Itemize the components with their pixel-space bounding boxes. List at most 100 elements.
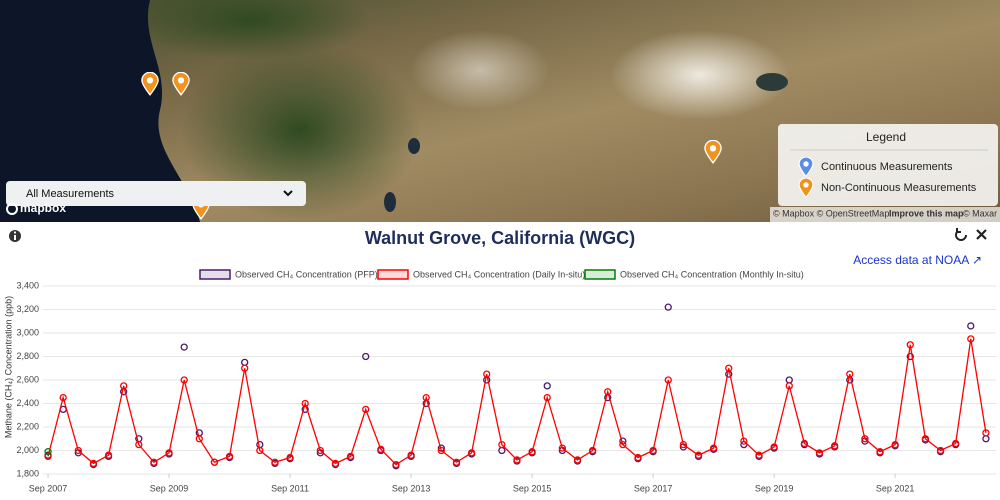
data-point bbox=[649, 446, 657, 455]
data-point bbox=[725, 364, 733, 372]
y-tick-label: 2,800 bbox=[16, 351, 39, 361]
data-point bbox=[362, 405, 370, 414]
dropdown-label: All Measurements bbox=[26, 188, 115, 200]
data-point bbox=[377, 445, 385, 453]
chart-title: Walnut Grove, California (WGC) bbox=[365, 228, 635, 248]
data-point bbox=[286, 453, 294, 462]
chart: Walnut Grove, California (WGC) Access da… bbox=[3, 228, 996, 493]
legend-box bbox=[778, 124, 998, 206]
data-point bbox=[180, 343, 188, 351]
data-point bbox=[967, 322, 975, 330]
lake bbox=[408, 138, 420, 154]
info-icon[interactable] bbox=[9, 230, 21, 242]
data-point bbox=[891, 440, 899, 449]
reset-button[interactable] bbox=[955, 228, 967, 241]
y-tick-label: 3,200 bbox=[16, 304, 39, 314]
attribution-bg bbox=[770, 207, 1000, 222]
legend-item: Continuous Measurements bbox=[821, 161, 953, 173]
legend-swatch bbox=[377, 269, 409, 280]
data-point bbox=[694, 451, 703, 459]
x-tick-label: Sep 2021 bbox=[876, 483, 915, 493]
attribution[interactable]: © Mapbox © OpenStreetMap bbox=[773, 208, 889, 218]
data-point bbox=[861, 435, 869, 443]
series bbox=[44, 448, 52, 456]
data-point bbox=[755, 451, 763, 459]
data-point bbox=[392, 460, 400, 469]
data-point bbox=[241, 358, 249, 367]
x-tick-label: Sep 2019 bbox=[755, 483, 794, 493]
data-point bbox=[135, 440, 143, 449]
data-point bbox=[452, 458, 461, 466]
series bbox=[44, 335, 990, 469]
data-point bbox=[830, 442, 839, 450]
data-point bbox=[271, 458, 279, 466]
data-point bbox=[664, 376, 672, 384]
data-point bbox=[573, 456, 582, 464]
data-point bbox=[876, 448, 884, 456]
data-point bbox=[588, 446, 597, 455]
y-tick-label: 3,000 bbox=[16, 327, 39, 337]
data-point bbox=[936, 446, 945, 455]
data-point bbox=[498, 440, 506, 449]
data-point bbox=[906, 352, 914, 361]
legend-swatch bbox=[584, 269, 616, 280]
data-point bbox=[104, 451, 113, 459]
legend-swatch bbox=[199, 269, 231, 280]
series-line bbox=[47, 338, 987, 466]
data-point bbox=[225, 452, 234, 461]
data-point bbox=[210, 458, 219, 466]
mapbox-logo[interactable]: mapbox bbox=[20, 201, 66, 215]
data-point bbox=[740, 437, 748, 445]
legend-label: Observed CH₄ Concentration (PFP) bbox=[235, 269, 378, 279]
data-point bbox=[165, 449, 173, 457]
dropdown[interactable]: All Measurements bbox=[6, 181, 306, 206]
y-axis-label: Methane (CH₄) Concentration (ppb) bbox=[3, 296, 13, 438]
data-point bbox=[74, 446, 82, 455]
data-point bbox=[467, 449, 476, 457]
data-point bbox=[982, 429, 990, 437]
data-point bbox=[346, 452, 355, 461]
forest bbox=[130, 0, 370, 60]
x-tick-label: Sep 2013 bbox=[392, 483, 431, 493]
chevron bbox=[283, 190, 293, 197]
attribution-link[interactable]: Improve this map bbox=[889, 208, 964, 218]
data-point bbox=[483, 370, 491, 378]
data-point bbox=[44, 448, 52, 456]
data-point bbox=[543, 382, 551, 390]
forest bbox=[180, 40, 420, 220]
x-tick-label: Sep 2015 bbox=[513, 483, 552, 493]
lake bbox=[756, 73, 788, 91]
access-link[interactable]: Access data at NOAA ↗ bbox=[853, 253, 982, 267]
y-tick-label: 2,200 bbox=[16, 421, 39, 431]
data-point bbox=[634, 453, 642, 462]
data-point bbox=[150, 458, 158, 466]
data-point bbox=[241, 364, 249, 372]
data-point bbox=[558, 444, 567, 452]
legend-item: Non-Continuous Measurements bbox=[821, 182, 977, 194]
legend-label: Observed CH₄ Concentration (Monthly In-s… bbox=[620, 269, 804, 279]
salt-flat bbox=[610, 30, 790, 120]
data-point bbox=[422, 393, 430, 402]
data-point bbox=[952, 439, 960, 448]
data-point bbox=[437, 446, 445, 455]
data-point bbox=[89, 459, 98, 468]
map[interactable]: All Measurements mapbox Legend Continuou… bbox=[0, 0, 1000, 222]
data-point bbox=[785, 382, 793, 390]
data-point bbox=[407, 451, 415, 459]
attribution[interactable]: © Maxar bbox=[963, 208, 997, 218]
data-point bbox=[528, 448, 536, 456]
data-point bbox=[679, 440, 688, 449]
data-point bbox=[770, 443, 778, 451]
legend-title: Legend bbox=[866, 130, 906, 144]
data-point bbox=[331, 459, 340, 468]
data-point bbox=[513, 456, 521, 464]
x-tick-label: Sep 2007 bbox=[29, 483, 68, 493]
x-tick-label: Sep 2011 bbox=[271, 483, 309, 493]
data-point bbox=[604, 388, 612, 396]
mapbox-icon bbox=[6, 203, 18, 215]
dropdown-box[interactable] bbox=[6, 181, 306, 206]
data-point bbox=[967, 335, 975, 343]
close-button[interactable] bbox=[976, 229, 987, 240]
data-point bbox=[362, 352, 370, 361]
